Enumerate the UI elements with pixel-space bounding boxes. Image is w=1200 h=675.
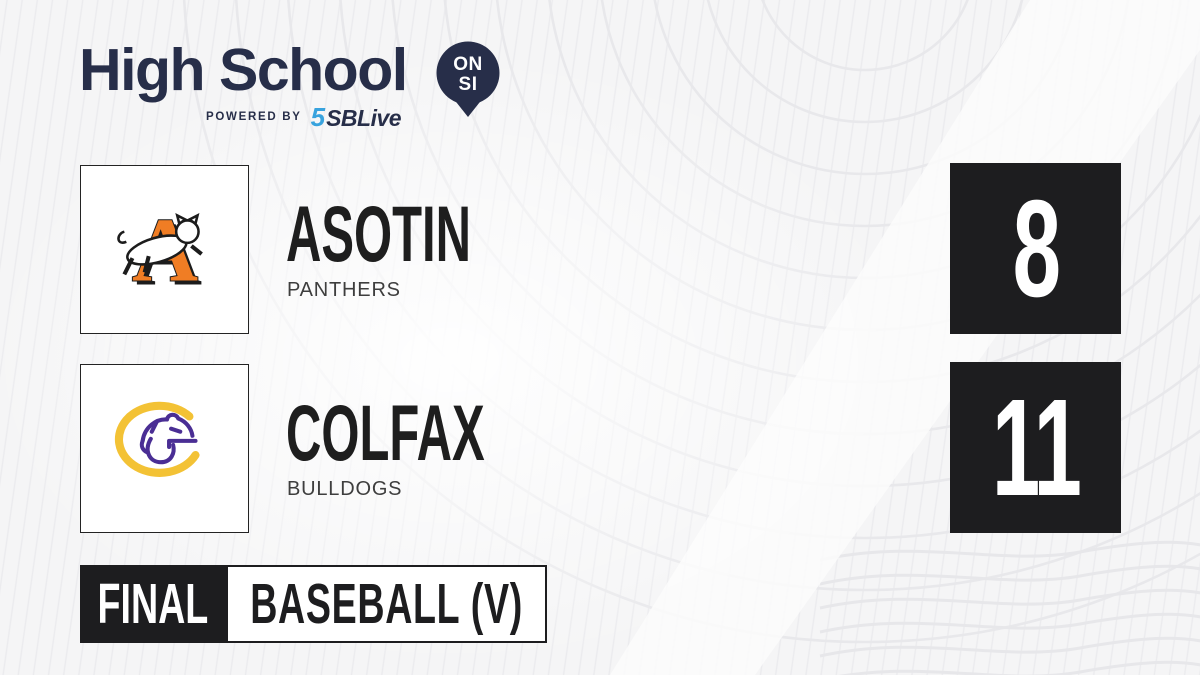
powered-by-label: POWERED BY: [206, 111, 302, 123]
svg-text:SI: SI: [459, 74, 478, 95]
sblive-logo: 5 SBLive: [310, 102, 402, 132]
asotin-score-box: 8: [950, 163, 1121, 334]
colfax-score-box: 11: [950, 362, 1121, 533]
powered-by-row: POWERED BY 5 SBLive: [206, 102, 402, 132]
event-label: BASEBALL (V): [250, 571, 523, 636]
colfax-bulldogs-logo: [114, 401, 200, 477]
sblive-bolt-icon: 5: [310, 102, 326, 132]
status-label: FINAL: [97, 571, 209, 636]
event-badge: BASEBALL (V): [226, 565, 547, 643]
status-badge: FINAL: [80, 565, 226, 643]
team-mascot: PANTHERS: [287, 279, 401, 301]
asotin-logo-box: A A: [80, 165, 249, 334]
team-score: 8: [1012, 171, 1060, 326]
team-name: COLFAX: [286, 388, 485, 477]
team-score: 11: [991, 370, 1081, 525]
team-name: ASOTIN: [286, 189, 472, 278]
footer-bar: FINAL BASEBALL (V): [80, 565, 547, 643]
team-row-asotin: A A ASOTIN PANTHERS 8: [0, 163, 1200, 335]
brand-wordmark: High School: [79, 37, 408, 103]
sblive-wordmark: SBLive: [326, 105, 402, 131]
team-row-colfax: COLFAX BULLDOGS 11: [0, 362, 1200, 534]
svg-text:ON: ON: [453, 54, 483, 75]
on-si-pin-icon: ON SI: [436, 41, 500, 117]
asotin-panthers-logo: A A: [116, 197, 203, 304]
colfax-logo-box: [80, 364, 249, 533]
team-mascot: BULLDOGS: [287, 478, 403, 500]
